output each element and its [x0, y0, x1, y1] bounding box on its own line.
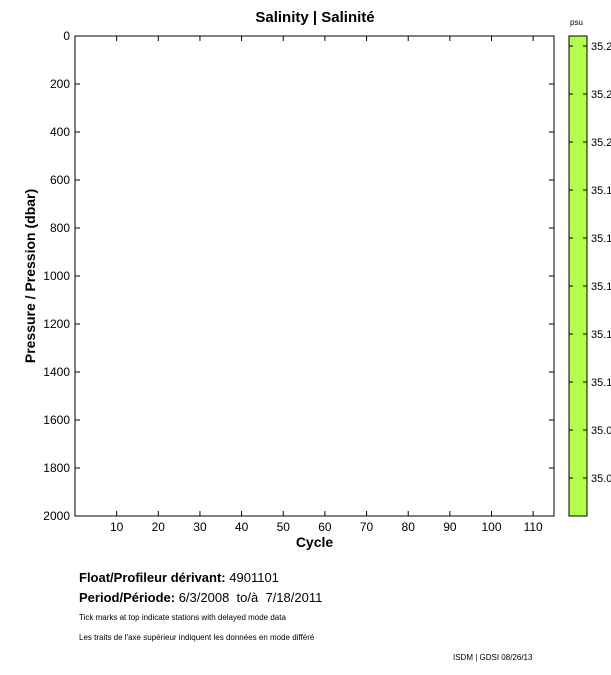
colorbar-unit: psu: [570, 18, 583, 27]
plot-area: [74, 35, 555, 517]
colorbar: [568, 35, 588, 517]
colorbar-tick-label: 35.1: [591, 185, 611, 197]
y-tick-label: 1200: [43, 317, 70, 331]
x-tick-label: 110: [524, 520, 543, 534]
x-tick-label: 70: [360, 520, 374, 534]
y-tick-label: 800: [50, 221, 70, 235]
credit: ISDM | GDSI 08/26/13: [453, 653, 533, 662]
y-tick-label: 1600: [43, 413, 70, 427]
y-tick-label: 600: [50, 173, 70, 187]
float-value: 4901101: [229, 570, 279, 585]
y-tick-label: 1400: [43, 365, 70, 379]
period-info: Period/Période: 6/3/2008 to/à 7/18/2011: [79, 590, 322, 605]
colorbar-tick-label: 35.0: [591, 473, 611, 485]
colorbar-tick-label: 35.2: [591, 137, 611, 149]
y-tick-label: 1800: [43, 461, 70, 475]
y-tick-label: 1000: [43, 269, 70, 283]
colorbar-tick-label: 35.2: [591, 41, 611, 53]
period-end: 7/18/2011: [265, 590, 323, 605]
x-tick-label: 60: [318, 520, 332, 534]
colorbar-tick-label: 35.1: [591, 377, 611, 389]
colorbar-tick-label: 35.1: [591, 233, 611, 245]
x-tick-label: 30: [193, 520, 207, 534]
note-french: Les traits de l'axe supérieur indiquent …: [79, 633, 315, 642]
y-tick-label: 0: [63, 29, 70, 43]
note-english: Tick marks at top indicate stations with…: [79, 613, 286, 622]
colorbar-tick-label: 35.1: [591, 329, 611, 341]
x-tick-label: 20: [152, 520, 166, 534]
period-label: Period/Période:: [79, 590, 176, 605]
x-tick-label: 50: [277, 520, 291, 534]
x-tick-label: 40: [235, 520, 249, 534]
y-axis-label: Pressure / Pression (dbar): [22, 188, 38, 364]
float-label: Float/Profileur dérivant:: [79, 570, 226, 585]
chart-title: Salinity | Salinité: [255, 9, 375, 26]
y-tick-label: 2000: [43, 509, 70, 523]
period-to: to/à: [236, 590, 259, 605]
y-tick-label: 400: [50, 125, 70, 139]
x-tick-label: 90: [443, 520, 457, 534]
x-tick-label: 100: [482, 520, 502, 534]
colorbar-tick-label: 35.2: [591, 89, 611, 101]
period-start: 6/3/2008: [178, 590, 230, 605]
float-info: Float/Profileur dérivant: 4901101: [79, 570, 279, 585]
y-tick-label: 200: [50, 77, 70, 91]
x-tick-label: 10: [110, 520, 124, 534]
colorbar-tick-label: 35.1: [591, 281, 611, 293]
x-tick-label: 80: [402, 520, 416, 534]
colorbar-tick-label: 35.0: [591, 425, 611, 437]
x-axis-label: Cycle: [295, 534, 334, 550]
